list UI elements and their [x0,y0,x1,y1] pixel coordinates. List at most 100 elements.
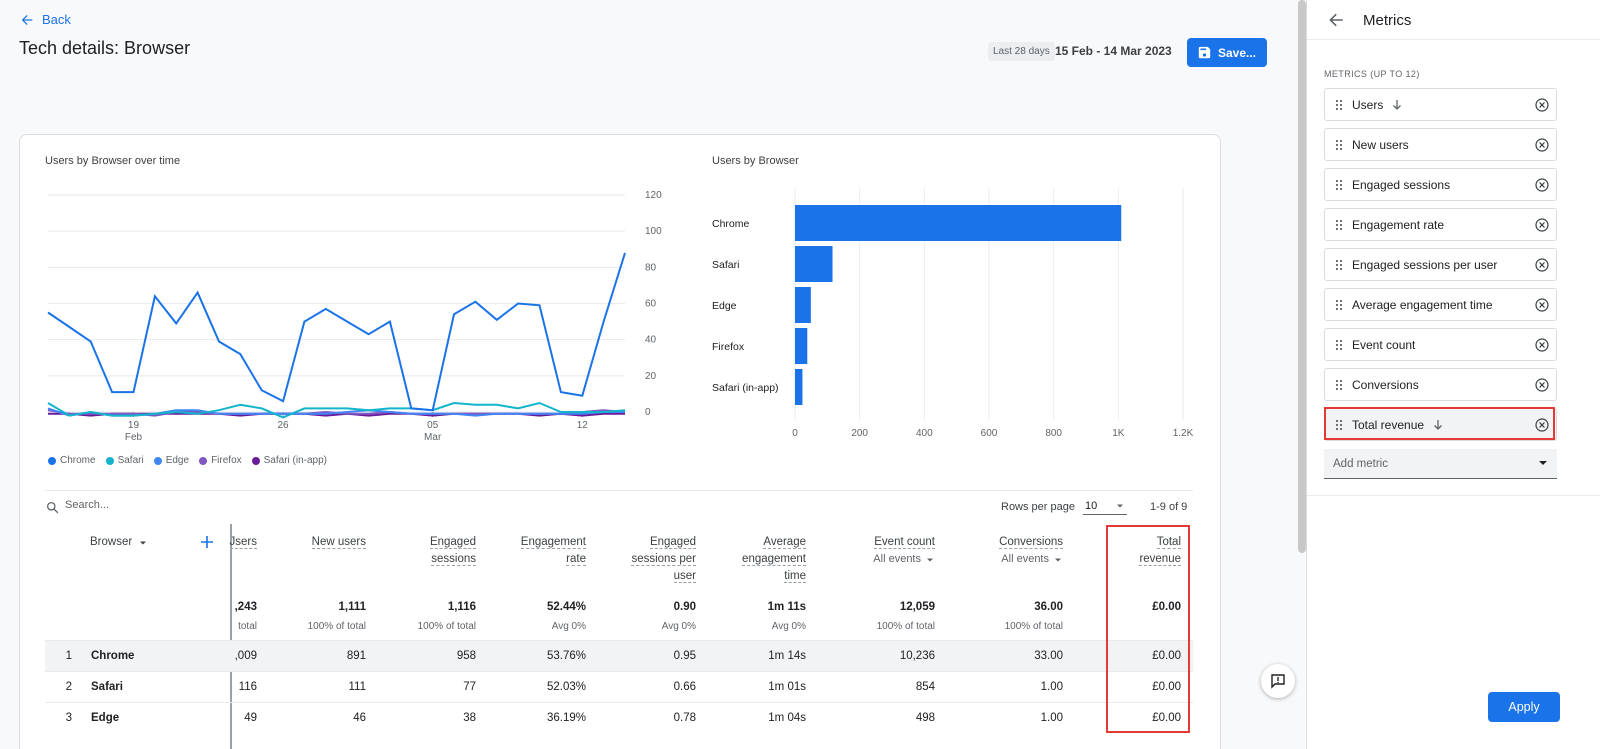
metric-chip[interactable]: Engaged sessions [1324,168,1557,201]
apply-button[interactable]: Apply [1488,692,1560,722]
bar-safari-in-app-[interactable] [795,369,803,405]
rows-per-page-select[interactable]: 10 [1083,497,1127,515]
column-total-sub: 100% of total [1004,621,1063,632]
remove-metric-icon[interactable] [1535,98,1549,112]
metric-chip[interactable]: Engagement rate [1324,208,1557,241]
bar-firefox[interactable] [795,328,808,364]
column-header-label: revenue [1139,553,1181,566]
column-total-sub: Avg 0% [771,621,806,632]
drag-handle-icon[interactable] [1335,259,1343,271]
column-header[interactable]: Average engagement time [716,534,806,585]
table-cell: 1.00 [1040,681,1063,693]
series-line-safari[interactable] [47,401,626,419]
y-tick-label: 100 [645,226,662,237]
remove-metric-icon[interactable] [1535,138,1549,152]
search-input[interactable] [65,499,365,511]
date-preset-chip[interactable]: Last 28 days [988,42,1055,61]
column-total: 1,116 [447,601,476,613]
add-dimension-icon[interactable] [200,535,214,549]
drag-handle-icon[interactable] [1335,179,1343,191]
legend-item[interactable]: Edge [153,455,189,466]
bar-chrome[interactable] [795,205,1122,241]
x-tick-label: 19 [128,420,140,431]
sort-descending-icon[interactable] [1432,419,1444,431]
table-cell: 1.00 [1040,712,1063,724]
table-toolbar: Rows per page 10 1-9 of 9 [45,490,1193,524]
back-label: Back [42,12,71,27]
scrollbar[interactable] [1298,0,1306,553]
back-link[interactable]: Back [20,12,71,27]
remove-metric-icon[interactable] [1535,418,1549,432]
drag-handle-icon[interactable] [1335,379,1343,391]
column-total: 52.44% [546,601,586,613]
remove-metric-icon[interactable] [1535,298,1549,312]
legend-item[interactable]: Chrome [48,455,96,466]
legend-item[interactable]: Firefox [199,455,242,466]
metric-chip[interactable]: Engaged sessions per user [1324,248,1557,281]
table-row[interactable]: 3 Edge 49 46 38 36.19% 0.78 1m 04s 498 1.00 £0.00 [45,702,1193,733]
feedback-button[interactable] [1261,664,1295,698]
column-header-label: Average [763,536,806,549]
arrow-back-icon[interactable] [1327,11,1345,29]
drag-handle-icon[interactable] [1335,99,1343,111]
rows-per-page-value: 10 [1085,499,1098,512]
metric-label: Users [1352,97,1384,112]
table-cell: 891 [346,650,366,662]
column-header[interactable]: New users [276,534,366,551]
y-tick-label: 80 [645,262,657,273]
page-count: 1-9 of 9 [1150,501,1188,513]
x-tick-label: 800 [1045,428,1062,439]
x-tick-label: 0 [792,428,798,439]
drag-handle-icon[interactable] [1335,299,1343,311]
drag-handle-icon[interactable] [1335,339,1343,351]
column-header[interactable]: Conversions All events [963,534,1063,568]
drag-handle-icon[interactable] [1335,139,1343,151]
remove-metric-icon[interactable] [1535,218,1549,232]
metric-chip[interactable]: Average engagement time [1324,288,1557,321]
column-header-label: Engaged [429,536,476,549]
column-total-sub: 100% of total [417,621,476,632]
y-tick-label: 0 [645,407,651,418]
column-header[interactable]: Engaged sessions [386,534,476,568]
column-header[interactable]: Engagement rate [496,534,586,568]
column-event-filter[interactable]: All events [963,551,1063,568]
metric-chip[interactable]: New users [1324,128,1557,161]
metric-chip[interactable]: Event count [1324,328,1557,361]
bar-category-label: Firefox [712,341,745,353]
sort-descending-icon[interactable] [1391,99,1403,111]
bar-edge[interactable] [795,287,811,323]
legend-item[interactable]: Safari [105,455,144,466]
table-row[interactable]: 2 Safari 116 111 77 52.03% 0.66 1m 01s 854 1.00 £0… [45,671,1193,702]
dimension-header[interactable]: Browser [90,534,148,551]
date-range[interactable]: 15 Feb - 14 Mar 2023 [1055,44,1172,58]
column-header[interactable]: Event count All events [835,534,935,568]
add-metric-select[interactable]: Add metric [1324,449,1557,479]
remove-metric-icon[interactable] [1535,258,1549,272]
series-line-chrome[interactable] [47,252,626,412]
table-cell: 1m 04s [768,712,806,724]
column-total: 1m 11s [767,601,806,613]
column-event-filter[interactable]: All events [835,551,935,568]
bar-safari[interactable] [795,246,833,282]
drag-handle-icon[interactable] [1335,419,1343,431]
metric-chip[interactable]: Users [1324,88,1557,121]
table-cell: 0.66 [673,681,696,693]
column-header-label: Conversions [999,536,1063,549]
column-header[interactable]: Total revenue [1091,534,1181,568]
remove-metric-icon[interactable] [1535,178,1549,192]
drag-handle-icon[interactable] [1335,219,1343,231]
column-header[interactable]: Engaged sessions per user [606,534,696,585]
save-button[interactable]: Save... [1187,38,1267,67]
column-header[interactable]: Jsers [187,534,257,551]
legend-item[interactable]: Safari (in-app) [251,455,327,466]
metric-chip[interactable]: Conversions [1324,368,1557,401]
table-row[interactable]: 1 Chrome ,009 891 958 53.76% 0.95 1m 14s 10,236 3… [45,640,1193,671]
table-cell: 854 [915,681,935,693]
row-browser: Chrome [91,650,135,662]
x-tick-label: 600 [981,428,998,439]
remove-metric-icon[interactable] [1535,338,1549,352]
column-header-label: Engagement [520,536,586,549]
panel-title: Metrics [1363,12,1412,29]
remove-metric-icon[interactable] [1535,378,1549,392]
